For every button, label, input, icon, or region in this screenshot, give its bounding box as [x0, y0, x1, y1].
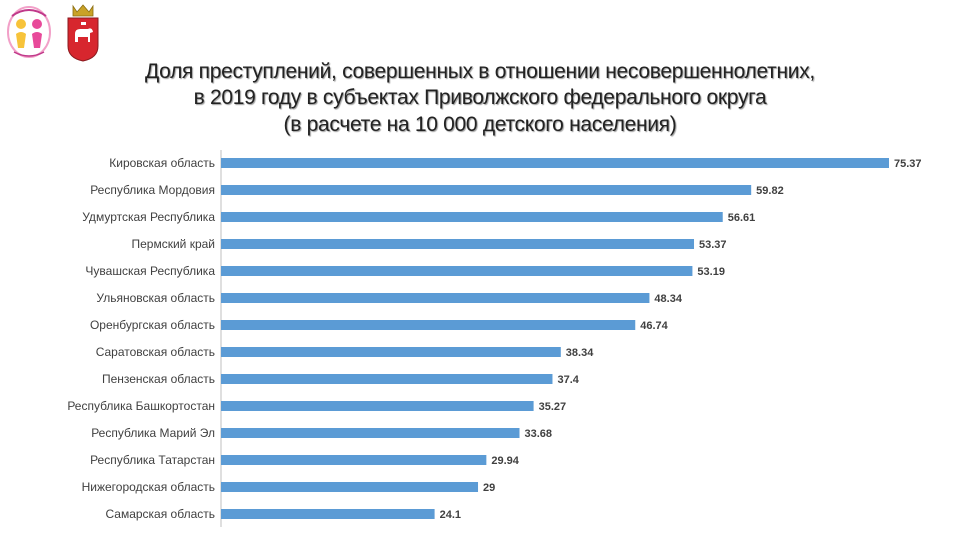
- data-label: 38.34: [566, 347, 594, 359]
- bar: [221, 482, 479, 492]
- bar: [221, 266, 693, 276]
- category-label: Самарская область: [105, 507, 215, 521]
- data-label: 56.61: [728, 212, 756, 224]
- chart-title-line-3: (в расчете на 10 000 детского населения): [283, 113, 677, 136]
- category-label: Пензенская область: [102, 372, 215, 386]
- category-label: Республика Башкортостан: [67, 399, 215, 413]
- children-emblem-icon: [7, 6, 51, 58]
- category-label: Чувашская Республика: [85, 264, 215, 278]
- data-label: 24.1: [440, 509, 461, 521]
- bar: [221, 239, 695, 249]
- data-label: 48.34: [654, 293, 682, 305]
- data-label: 53.19: [697, 266, 725, 278]
- bar: [221, 509, 435, 519]
- category-label: Пермский край: [131, 237, 215, 251]
- data-label: 37.4: [557, 374, 579, 386]
- category-label: Оренбургская область: [90, 318, 215, 332]
- bar: [221, 158, 889, 168]
- data-label: 53.37: [699, 239, 727, 251]
- bar: [221, 374, 553, 384]
- bar: [221, 320, 636, 330]
- data-label: 46.74: [640, 320, 668, 332]
- category-label: Республика Марий Эл: [91, 426, 215, 440]
- category-label: Нижегородская область: [82, 480, 215, 494]
- category-label: Республика Мордовия: [90, 183, 215, 197]
- data-label: 29: [483, 482, 495, 494]
- data-label: 29.94: [491, 455, 519, 467]
- bar: [221, 212, 723, 222]
- chart-title-line-2: в 2019 году в субъектах Приволжского фед…: [193, 86, 767, 109]
- data-label: 75.37: [894, 158, 922, 170]
- data-label: 33.68: [525, 428, 553, 440]
- category-label: Саратовская область: [96, 345, 215, 359]
- bar: [221, 293, 650, 303]
- perm-krai-coat-of-arms-icon: [67, 4, 99, 62]
- category-label: Кировская область: [109, 156, 215, 170]
- chart-title-line-1: Доля преступлений, совершенных в отношен…: [145, 60, 815, 83]
- category-label: Республика Татарстан: [90, 453, 215, 467]
- data-label: 35.27: [539, 401, 567, 413]
- bar: [221, 455, 487, 465]
- data-label: 59.82: [756, 185, 784, 197]
- category-label: Ульяновская область: [96, 291, 215, 305]
- bar: [221, 428, 520, 438]
- bar: [221, 401, 534, 411]
- category-label: Удмуртская Республика: [82, 210, 215, 224]
- bar: [221, 347, 561, 357]
- bar: [221, 185, 752, 195]
